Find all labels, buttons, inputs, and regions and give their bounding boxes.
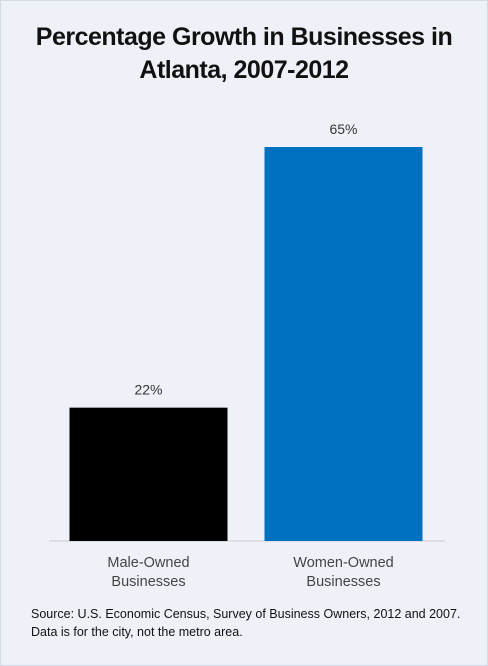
bar	[264, 147, 423, 541]
x-tick-label: Women-Owned Businesses	[293, 555, 394, 590]
plot-area: 22% 65%	[49, 121, 445, 542]
value-label: 22%	[134, 382, 162, 398]
chart-title: Percentage Growth in Businesses in Atlan…	[35, 23, 453, 84]
value-label: 65%	[329, 121, 357, 137]
x-tick-label: Male-Owned Businesses	[107, 555, 190, 590]
bar	[69, 407, 228, 541]
source-note: Source: U.S. Economic Census, Survey of …	[31, 607, 461, 639]
